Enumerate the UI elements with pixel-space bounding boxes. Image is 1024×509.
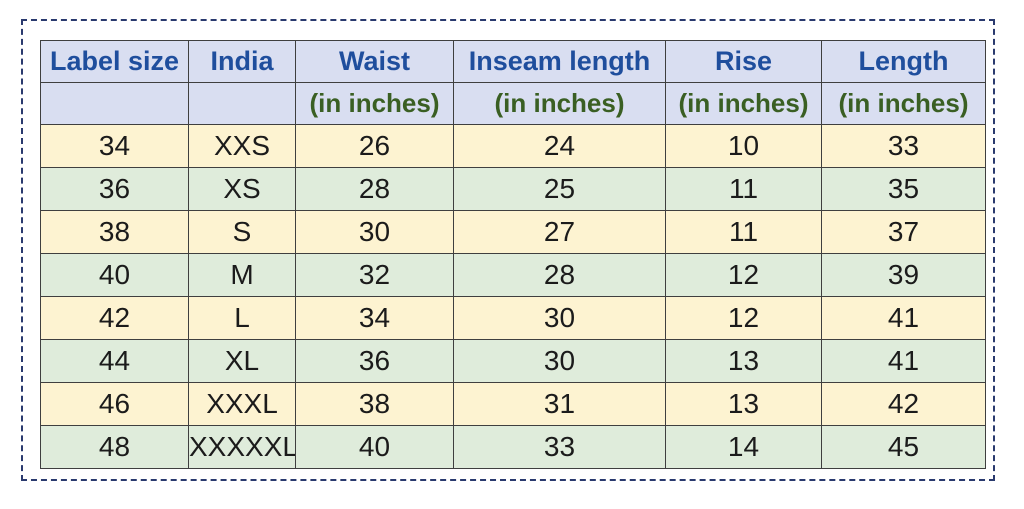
header-cell: India	[188, 40, 296, 83]
header-cell: Inseam length	[453, 40, 666, 83]
table-cell: 13	[665, 339, 822, 383]
table-cell: XL	[188, 339, 296, 383]
table-cell: 46	[40, 382, 189, 426]
table-cell: 11	[665, 167, 822, 211]
table-cell: 40	[295, 425, 454, 469]
table-cell: 42	[40, 296, 189, 340]
table-row: 42 L 34 30 12 41	[40, 296, 986, 340]
table-cell: 35	[821, 167, 986, 211]
table-cell: 44	[40, 339, 189, 383]
subheader-cell	[40, 82, 189, 125]
table-cell: 41	[821, 296, 986, 340]
table-cell: 28	[295, 167, 454, 211]
table-cell: 37	[821, 210, 986, 254]
table-row: 46 XXXL 38 31 13 42	[40, 382, 986, 426]
subheader-cell	[188, 82, 296, 125]
table-cell: 28	[453, 253, 666, 297]
subheader-cell: (in inches)	[453, 82, 666, 125]
table-cell: 40	[40, 253, 189, 297]
table-cell: 33	[821, 124, 986, 168]
table-cell: 38	[40, 210, 189, 254]
table-cell: 24	[453, 124, 666, 168]
table-row: 34 XXS 26 24 10 33	[40, 124, 986, 168]
table-cell: 36	[40, 167, 189, 211]
subheader-cell: (in inches)	[665, 82, 822, 125]
table-cell: XS	[188, 167, 296, 211]
table-row: 44 XL 36 30 13 41	[40, 339, 986, 383]
table-row: 40 M 32 28 12 39	[40, 253, 986, 297]
dashed-frame: Label size India Waist Inseam length Rise Len…	[21, 19, 995, 481]
table-cell: 31	[453, 382, 666, 426]
table-cell: 26	[295, 124, 454, 168]
table-cell: 27	[453, 210, 666, 254]
table-cell: 39	[821, 253, 986, 297]
table-row: 38 S 30 27 11 37	[40, 210, 986, 254]
table-cell: 12	[665, 296, 822, 340]
table-cell: 30	[453, 296, 666, 340]
subheader-cell: (in inches)	[295, 82, 454, 125]
header-row: Label size India Waist Inseam length Rise Len…	[40, 40, 986, 83]
size-chart-body: 34 XXS 26 24 10 33 36 XS 28 25 11 35 38 S 30 27 11 37 40 M 3…	[40, 124, 986, 469]
table-cell: 13	[665, 382, 822, 426]
header-cell: Length	[821, 40, 986, 83]
table-cell: 34	[40, 124, 189, 168]
table-cell: 45	[821, 425, 986, 469]
table-cell: 12	[665, 253, 822, 297]
table-cell: XXS	[188, 124, 296, 168]
table-cell: 41	[821, 339, 986, 383]
table-cell: L	[188, 296, 296, 340]
table-cell: XXXXXL	[188, 425, 296, 469]
table-cell: 10	[665, 124, 822, 168]
table-cell: 48	[40, 425, 189, 469]
table-cell: 36	[295, 339, 454, 383]
table-cell: S	[188, 210, 296, 254]
header-cell: Waist	[295, 40, 454, 83]
table-cell: 33	[453, 425, 666, 469]
table-cell: 11	[665, 210, 822, 254]
size-chart-table: Label size India Waist Inseam length Rise Len…	[40, 40, 986, 469]
table-cell: XXXL	[188, 382, 296, 426]
header-cell: Label size	[40, 40, 189, 83]
table-cell: 30	[453, 339, 666, 383]
header-cell: Rise	[665, 40, 822, 83]
subheader-cell: (in inches)	[821, 82, 986, 125]
table-cell: 32	[295, 253, 454, 297]
size-chart-header: Label size India Waist Inseam length Rise Len…	[40, 40, 986, 125]
table-cell: 42	[821, 382, 986, 426]
table-cell: 30	[295, 210, 454, 254]
subheader-row: (in inches) (in inches) (in inches) (in inc…	[40, 82, 986, 125]
table-cell: 25	[453, 167, 666, 211]
table-row: 48 XXXXXL 40 33 14 45	[40, 425, 986, 469]
table-cell: 14	[665, 425, 822, 469]
table-row: 36 XS 28 25 11 35	[40, 167, 986, 211]
table-cell: 34	[295, 296, 454, 340]
table-cell: M	[188, 253, 296, 297]
table-cell: 38	[295, 382, 454, 426]
